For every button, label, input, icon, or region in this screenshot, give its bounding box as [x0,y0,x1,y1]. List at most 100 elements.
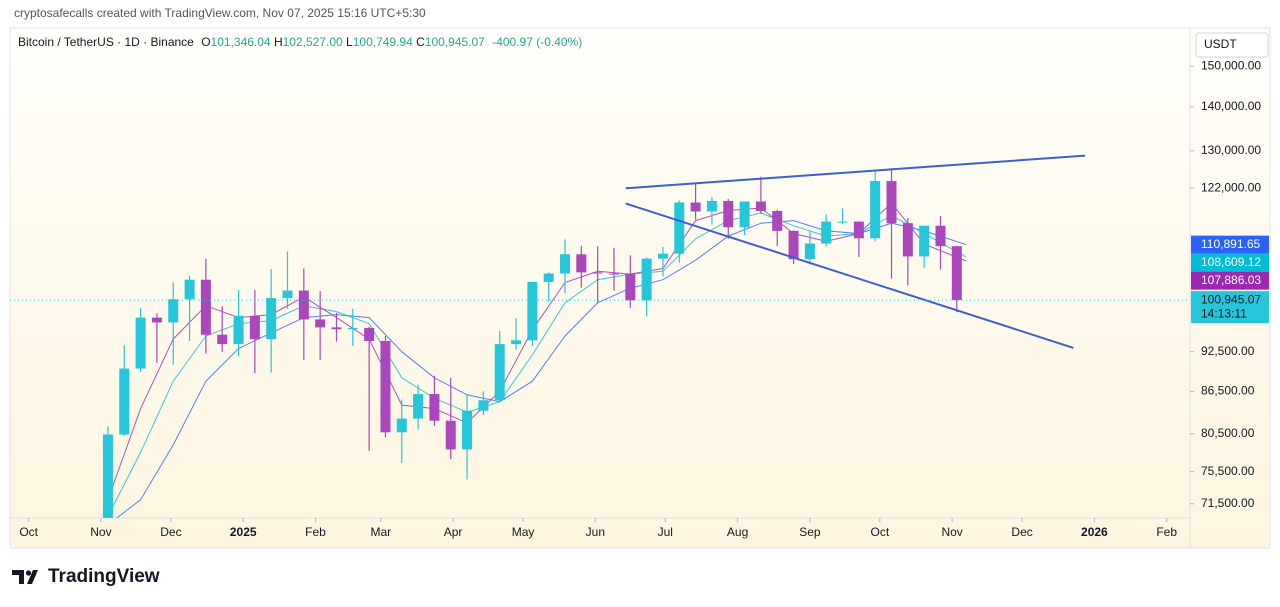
h-value: 102,527.00 [283,35,343,49]
candle-body [347,327,358,330]
y-tick-label: 80,500.00 [1201,426,1255,440]
y-tick-label: 150,000.00 [1201,58,1261,72]
ma-price-label: 108,609.12 [1201,255,1261,269]
c-value: 100,945.07 [425,35,485,49]
change: -400.97 (-0.40%) [492,35,582,49]
candle-body [919,225,930,257]
y-tick-label: 86,500.00 [1201,384,1255,398]
y-tick-label: 71,500.00 [1201,496,1255,510]
candle-body [739,201,750,228]
brand: TradingView [48,566,160,587]
logo-mark [12,570,38,584]
x-tick-label: Oct [871,525,890,539]
candle-body [821,221,832,244]
candle-body [200,279,211,335]
x-tick-label: Feb [305,525,326,539]
candle-body [151,317,162,323]
candle-body [951,246,962,301]
x-tick-label: Apr [444,525,463,539]
last-price-label: 100,945.07 [1201,292,1261,306]
candle-body [331,327,342,330]
ma-price-label: 110,891.65 [1201,237,1260,251]
candle-body [755,201,766,211]
x-tick-label: Aug [727,525,748,539]
o-label: O [201,35,210,49]
candle-body [119,368,130,435]
ma-price-box [1191,253,1269,272]
trendline [625,154,1086,190]
chart-panel [9,27,1271,549]
h-label: H [274,35,283,49]
l-label: L [346,35,353,49]
last-price-box [1191,291,1269,324]
candle-body [853,221,864,239]
x-tick-label: Dec [160,525,181,539]
candle-body [184,279,195,300]
candle-body [902,223,913,257]
candle-body [543,273,554,282]
y-tick-label: 140,000.00 [1201,99,1261,113]
y-tick-label: 130,000.00 [1201,143,1261,157]
candle-body [870,181,881,239]
ma-price-box [1191,235,1269,254]
candle-body [674,202,685,254]
candle-body [935,225,946,247]
candle-body [804,243,815,260]
x-tick-label: Sep [799,525,821,539]
candle-body [168,299,179,323]
x-tick-label: Oct [19,525,38,539]
x-tick-label: Jun [586,525,605,539]
x-tick-label: Nov [90,525,111,539]
y-tick-label: 75,500.00 [1201,464,1255,478]
candle-body [282,290,293,299]
candle-body [102,434,113,518]
candle-body [396,418,407,433]
plot [102,154,1086,518]
candle-body [249,315,260,340]
candle-body [772,210,783,231]
x-tick-label: Feb [1156,525,1177,539]
candle-body [592,272,603,274]
logo-dot [25,570,32,576]
currency: USDT [1204,37,1237,51]
candle-body [445,420,456,450]
moving-average [115,220,967,518]
candle-body [315,319,326,328]
x-tick-label: Jul [658,525,673,539]
candle-body [135,317,146,369]
y-tick-label: 92,500.00 [1201,344,1255,358]
symbol: Bitcoin / TetherUS · 1D · Binance [18,35,194,49]
x-tick-label: May [512,525,535,539]
candle-body [462,410,473,450]
currency-box[interactable] [1195,32,1269,58]
candle-body [723,200,734,228]
moving-average [107,212,967,517]
candle-body [364,327,375,341]
candle-body [641,258,652,301]
ma-price-label: 107,886.03 [1201,273,1261,287]
candle-body [690,202,701,212]
candle-body [217,334,228,345]
legend: Bitcoin / TetherUS · 1D · Binance O101,3… [18,35,582,49]
candle-body [298,290,309,320]
candle-body [511,340,522,345]
x-tick-label: Dec [1011,525,1032,539]
trendline [625,202,1074,349]
candle-body [837,221,848,223]
y-tick-label: 122,000.00 [1201,180,1261,194]
candle-body [560,254,571,274]
candle-body [266,298,277,340]
candle-body [608,273,619,275]
candle-body [380,340,391,433]
credit: cryptosafecalls created with TradingView… [14,6,426,20]
candle-body [576,254,587,273]
candle-body [706,200,717,212]
candle-body [429,394,440,421]
candle-body [657,253,668,259]
candle-body [788,230,799,260]
o-value: 101,346.04 [211,35,271,49]
logo [12,570,38,584]
x-tick-label: Nov [941,525,962,539]
